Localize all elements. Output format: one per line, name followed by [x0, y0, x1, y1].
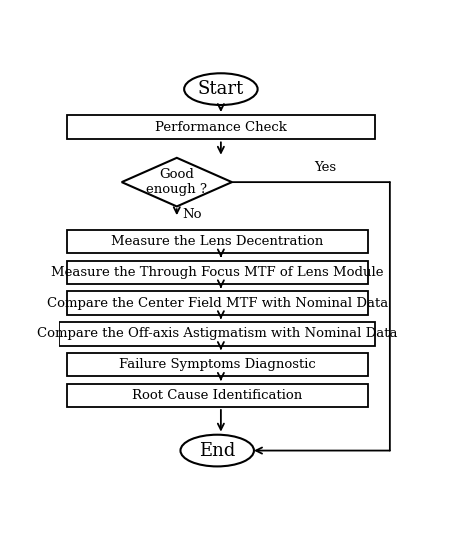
Polygon shape — [122, 158, 232, 206]
Text: Measure the Lens Decentration: Measure the Lens Decentration — [111, 235, 323, 248]
Ellipse shape — [184, 73, 258, 105]
Text: Good
enough ?: Good enough ? — [146, 168, 207, 196]
Text: End: End — [199, 441, 236, 460]
FancyBboxPatch shape — [66, 384, 368, 407]
FancyBboxPatch shape — [66, 229, 368, 253]
Text: Start: Start — [198, 80, 244, 98]
Text: Root Cause Identification: Root Cause Identification — [132, 389, 302, 402]
FancyBboxPatch shape — [66, 353, 368, 377]
FancyBboxPatch shape — [66, 115, 375, 139]
FancyBboxPatch shape — [66, 261, 368, 284]
Ellipse shape — [181, 435, 254, 467]
FancyBboxPatch shape — [59, 322, 375, 345]
Text: Failure Symptoms Diagnostic: Failure Symptoms Diagnostic — [119, 358, 316, 371]
Text: Performance Check: Performance Check — [155, 121, 287, 133]
Text: Measure the Through Focus MTF of Lens Module: Measure the Through Focus MTF of Lens Mo… — [51, 266, 383, 279]
Text: Compare the Off-axis Astigmatism with Nominal Data: Compare the Off-axis Astigmatism with No… — [37, 327, 398, 340]
FancyBboxPatch shape — [66, 292, 368, 315]
Text: No: No — [182, 208, 202, 221]
Text: Compare the Center Field MTF with Nominal Data: Compare the Center Field MTF with Nomina… — [46, 296, 388, 310]
Text: Yes: Yes — [315, 161, 337, 173]
